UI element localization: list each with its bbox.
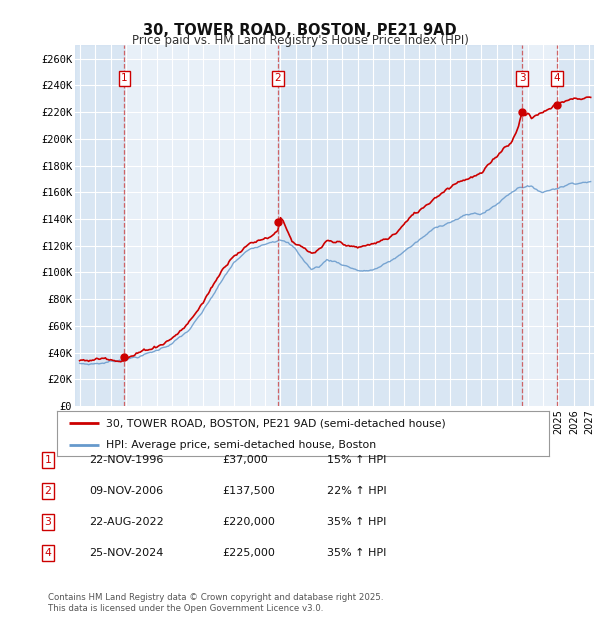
Text: 1: 1 bbox=[44, 455, 52, 465]
Text: Contains HM Land Registry data © Crown copyright and database right 2025.
This d: Contains HM Land Registry data © Crown c… bbox=[48, 593, 383, 613]
Text: £137,500: £137,500 bbox=[222, 486, 275, 496]
Text: 2: 2 bbox=[44, 486, 52, 496]
Text: 2: 2 bbox=[274, 73, 281, 84]
Text: 3: 3 bbox=[44, 517, 52, 527]
Text: 30, TOWER ROAD, BOSTON, PE21 9AD: 30, TOWER ROAD, BOSTON, PE21 9AD bbox=[143, 23, 457, 38]
Text: £225,000: £225,000 bbox=[222, 548, 275, 558]
Text: 25-NOV-2024: 25-NOV-2024 bbox=[89, 548, 163, 558]
Bar bbox=[557, 45, 594, 406]
Bar bbox=[278, 45, 522, 406]
Text: 22-AUG-2022: 22-AUG-2022 bbox=[89, 517, 164, 527]
Text: 4: 4 bbox=[44, 548, 52, 558]
Text: £220,000: £220,000 bbox=[222, 517, 275, 527]
Text: HPI: Average price, semi-detached house, Boston: HPI: Average price, semi-detached house,… bbox=[106, 440, 376, 450]
Text: 1: 1 bbox=[121, 73, 128, 84]
Bar bbox=[75, 45, 124, 406]
Text: Price paid vs. HM Land Registry's House Price Index (HPI): Price paid vs. HM Land Registry's House … bbox=[131, 34, 469, 47]
Text: 15% ↑ HPI: 15% ↑ HPI bbox=[327, 455, 386, 465]
Text: 09-NOV-2006: 09-NOV-2006 bbox=[89, 486, 163, 496]
Text: 30, TOWER ROAD, BOSTON, PE21 9AD (semi-detached house): 30, TOWER ROAD, BOSTON, PE21 9AD (semi-d… bbox=[106, 418, 446, 428]
Text: 4: 4 bbox=[554, 73, 560, 84]
Text: 35% ↑ HPI: 35% ↑ HPI bbox=[327, 517, 386, 527]
Text: 3: 3 bbox=[519, 73, 526, 84]
Text: 22-NOV-1996: 22-NOV-1996 bbox=[89, 455, 163, 465]
Text: 35% ↑ HPI: 35% ↑ HPI bbox=[327, 548, 386, 558]
Text: 22% ↑ HPI: 22% ↑ HPI bbox=[327, 486, 386, 496]
Text: £37,000: £37,000 bbox=[222, 455, 268, 465]
